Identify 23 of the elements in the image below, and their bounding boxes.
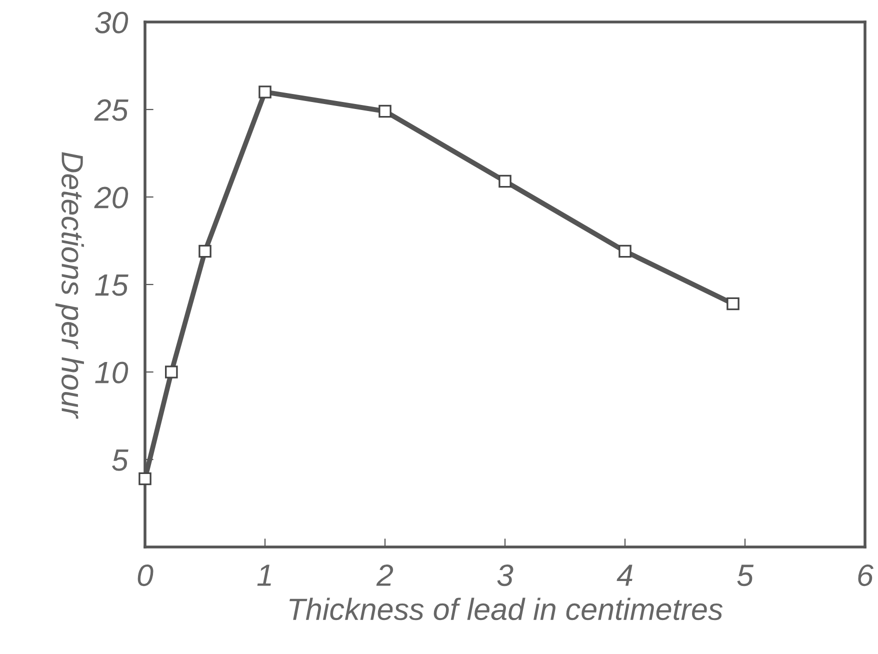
point xyxy=(726,297,740,310)
x-tick-label: 1 xyxy=(257,564,271,586)
x-axis-title: Thickness of lead in centimetres xyxy=(290,598,723,620)
y-tick-label: 5 xyxy=(112,450,128,471)
y-axis-title: Detections per hour xyxy=(55,152,84,419)
x-tick-label: 4 xyxy=(616,564,632,586)
point xyxy=(198,244,212,258)
x-tick-label: 2 xyxy=(376,564,394,586)
x-tick-label: 0 xyxy=(138,564,154,586)
x-tick-label: 5 xyxy=(737,564,754,586)
y-tick-label: 30 xyxy=(95,12,128,34)
y-tick-label: 10 xyxy=(95,362,128,384)
y-tick-label: 20 xyxy=(94,186,128,208)
point xyxy=(378,104,392,118)
x-tick-label: 3 xyxy=(497,564,514,586)
point xyxy=(138,472,152,486)
point xyxy=(498,174,512,188)
y-tick-label: 15 xyxy=(95,274,128,296)
point xyxy=(258,86,272,98)
x-tick-label: 6 xyxy=(858,564,874,586)
y-tick-label: 25 xyxy=(94,99,128,121)
point xyxy=(618,244,632,258)
point xyxy=(165,366,178,378)
